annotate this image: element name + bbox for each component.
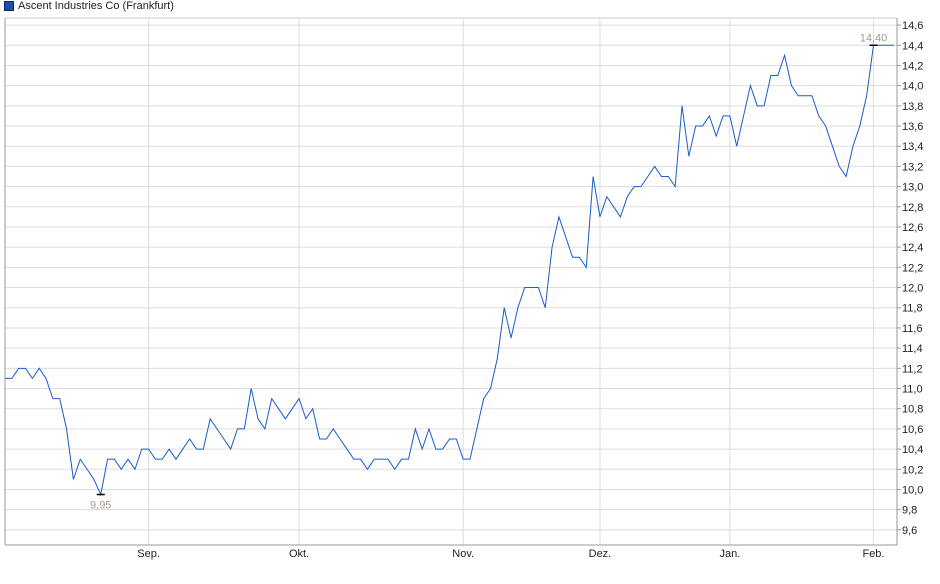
x-tick-label: Dez. xyxy=(589,548,612,560)
y-tick-label: 10,6 xyxy=(902,424,923,436)
y-tick-label: 13,4 xyxy=(902,141,923,153)
x-tick-label: Sep. xyxy=(137,548,160,560)
x-tick-label: Nov. xyxy=(452,548,474,560)
min-label: 9,95 xyxy=(90,500,111,512)
plot-area xyxy=(4,17,898,546)
max-label: 14,40 xyxy=(860,32,888,44)
y-tick-label: 13,0 xyxy=(902,182,923,194)
y-tick-label: 10,0 xyxy=(902,484,923,496)
y-tick-label: 14,6 xyxy=(902,20,923,32)
y-tick-label: 11,8 xyxy=(902,303,923,315)
y-tick-label: 12,2 xyxy=(902,262,923,274)
y-tick-label: 9,8 xyxy=(902,505,917,517)
legend-swatch xyxy=(4,1,14,11)
y-tick-label: 13,2 xyxy=(902,161,923,173)
y-tick-label: 10,8 xyxy=(902,404,923,416)
y-tick-label: 14,0 xyxy=(902,81,923,93)
x-tick-label: Jan. xyxy=(719,548,740,560)
y-tick-label: 11,4 xyxy=(902,343,923,355)
y-tick-label: 10,2 xyxy=(902,464,923,476)
y-tick-label: 11,6 xyxy=(902,323,923,335)
y-tick-label: 13,6 xyxy=(902,121,923,133)
x-tick-label: Feb. xyxy=(862,548,884,560)
y-tick-label: 12,8 xyxy=(902,202,923,214)
y-tick-label: 11,0 xyxy=(902,384,923,396)
y-tick-label: 12,4 xyxy=(902,242,923,254)
y-tick-label: 10,4 xyxy=(902,444,923,456)
x-tick-label: Okt. xyxy=(289,548,309,560)
y-tick-label: 13,8 xyxy=(902,101,923,113)
legend: Ascent Industries Co (Frankfurt) xyxy=(4,0,174,12)
y-tick-label: 12,6 xyxy=(902,222,923,234)
y-tick-label: 14,4 xyxy=(902,40,923,52)
y-tick-label: 9,6 xyxy=(902,525,917,537)
y-tick-label: 14,2 xyxy=(902,60,923,72)
legend-label: Ascent Industries Co (Frankfurt) xyxy=(18,0,174,12)
y-tick-label: 11,2 xyxy=(902,363,923,375)
series-line xyxy=(5,44,894,497)
y-tick-label: 12,0 xyxy=(902,283,923,295)
